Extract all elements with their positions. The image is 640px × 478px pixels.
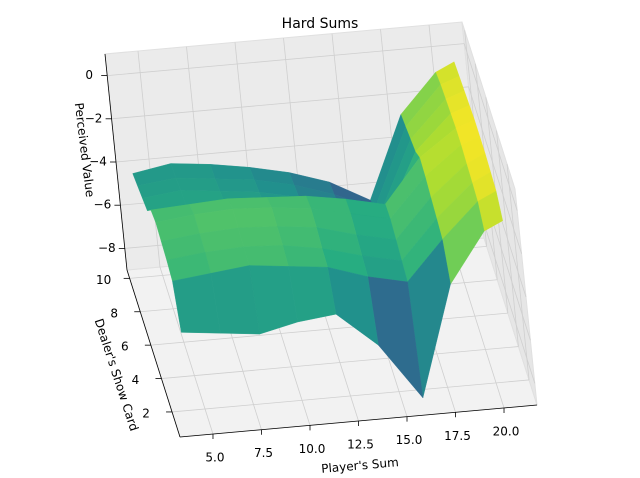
x-tick-label: 10.0: [299, 442, 326, 456]
grid-line: [481, 216, 536, 384]
x-tick-label: 20.0: [493, 424, 520, 438]
surface-facet: [232, 207, 278, 229]
z-tick-label: −4: [89, 155, 107, 169]
z-axis-line: [104, 53, 128, 271]
surface-facet: [266, 195, 312, 209]
x-tick-label: 7.5: [254, 446, 273, 460]
x-tick-label: 15.0: [396, 433, 423, 447]
surface-facet: [172, 273, 221, 334]
z-tick-label: −2: [85, 111, 103, 125]
surface-facet: [214, 178, 260, 193]
surface-facet: [276, 226, 323, 249]
y-tick-label: 10: [96, 273, 111, 287]
x-tick-label: 12.5: [347, 438, 374, 452]
x-axis-label: Player's Sum: [321, 455, 400, 476]
grid-line: [107, 43, 465, 76]
z-tick-label: −6: [94, 198, 112, 212]
surface-facet: [227, 197, 272, 210]
y-tick-label: 2: [142, 406, 150, 420]
z-tick-label: 0: [85, 68, 93, 82]
x-tick-label: 5.0: [205, 451, 224, 465]
chart-title: Hard Sums: [282, 16, 359, 32]
x-tick-label: 17.5: [444, 429, 471, 443]
surface-facet: [170, 163, 216, 180]
grid-line: [161, 346, 519, 379]
y-tick-label: 8: [110, 306, 118, 320]
grid-line: [111, 86, 469, 120]
x-axis-line: [179, 404, 538, 438]
y-tick-label: 4: [132, 373, 140, 387]
surface-facet: [243, 245, 289, 267]
surface-facet: [271, 207, 317, 228]
grid-line: [463, 43, 518, 211]
surface-facet: [237, 226, 283, 247]
grid-line: [159, 266, 214, 435]
y-axis-line: [126, 269, 181, 438]
z-tick-label: −8: [98, 241, 116, 255]
grid-line: [150, 312, 508, 346]
grid-line: [172, 379, 530, 413]
surface-facet: [282, 245, 328, 268]
grid-line: [468, 86, 522, 254]
y-tick-label: 6: [121, 340, 129, 354]
surface-facet: [175, 177, 221, 192]
